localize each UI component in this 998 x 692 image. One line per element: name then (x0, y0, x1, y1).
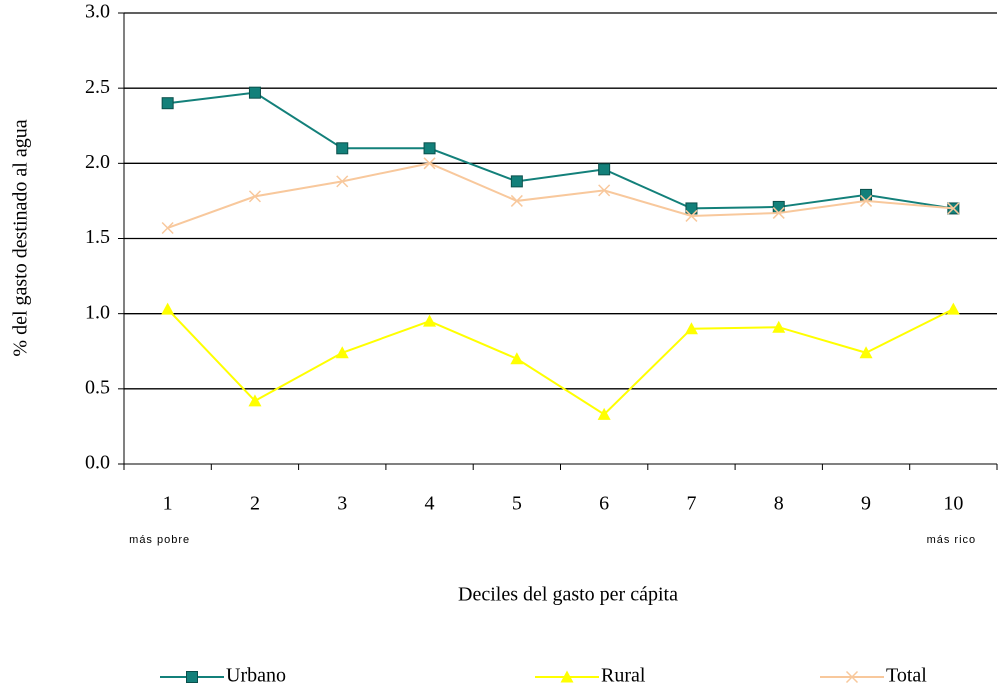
legend-marker (560, 670, 574, 683)
x-tick-label: 9 (861, 493, 871, 515)
data-point (423, 142, 436, 155)
data-point (860, 188, 873, 201)
x-tick-label: 3 (337, 493, 347, 515)
data-point (947, 202, 960, 215)
series-line (167, 162, 954, 229)
data-point (684, 322, 698, 335)
legend-label: Urbano (226, 665, 286, 687)
legend-label: Total (886, 665, 927, 687)
data-point (248, 190, 261, 203)
x-tick-label: 10 (943, 493, 963, 515)
data-point (161, 302, 175, 315)
data-point (248, 86, 261, 99)
x-axis-label: Deciles del gasto per cápita (458, 584, 678, 606)
series-line (166, 308, 954, 416)
y-tick-label: 2.0 (85, 151, 110, 173)
data-point (336, 175, 349, 188)
x-tick-label: 7 (686, 493, 696, 515)
x-tick-label: 6 (599, 493, 609, 515)
x-tick-note: más rico (927, 534, 977, 546)
data-point (946, 302, 960, 315)
legend-label: Rural (601, 665, 646, 687)
data-point (510, 352, 524, 365)
data-point (161, 221, 174, 235)
legend-marker (186, 671, 198, 683)
y-tick-label: 1.5 (85, 226, 110, 248)
y-tick-label: 0.0 (85, 452, 110, 474)
data-point (772, 206, 785, 219)
data-point (859, 346, 873, 359)
data-point (597, 407, 611, 420)
y-tick-label: 3.0 (85, 1, 110, 23)
x-tick-label: 5 (512, 493, 522, 515)
data-point (510, 175, 523, 188)
data-point (772, 200, 785, 213)
data-point (510, 194, 523, 207)
data-point (685, 202, 698, 215)
data-point (161, 97, 174, 110)
data-point (336, 142, 349, 155)
x-tick-label: 1 (163, 493, 173, 515)
x-tick-label: 2 (250, 493, 260, 515)
x-tick-note: más pobre (129, 534, 190, 546)
x-tick-label: 4 (425, 493, 435, 515)
y-tick-label: 1.0 (85, 301, 110, 323)
series-line (167, 91, 954, 210)
data-point (685, 209, 698, 222)
x-tick-label: 8 (774, 493, 784, 515)
data-point (423, 157, 436, 170)
data-point (335, 346, 349, 359)
y-tick-label: 2.5 (85, 76, 110, 98)
data-point (860, 194, 873, 207)
data-point (423, 314, 437, 327)
data-point (772, 320, 786, 333)
data-point (248, 394, 262, 407)
legend-marker (845, 670, 859, 684)
y-axis-label: % del gasto destinado al agua (10, 119, 32, 356)
data-point (598, 184, 611, 197)
data-point (598, 163, 611, 176)
y-tick-label: 0.5 (85, 376, 110, 398)
